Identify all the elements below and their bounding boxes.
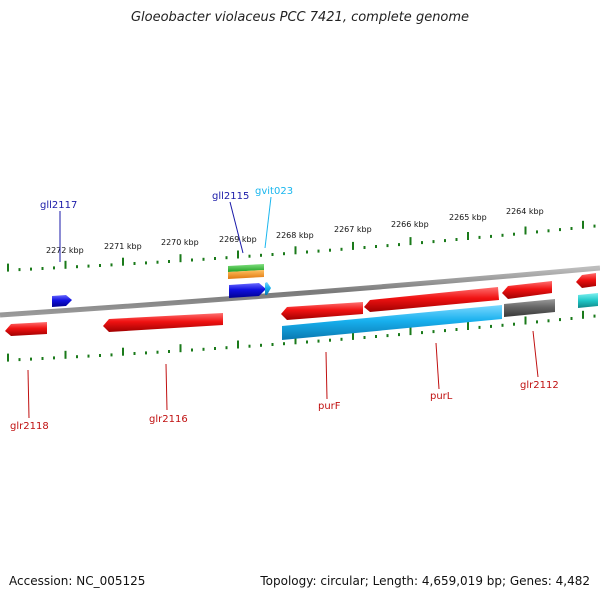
gene-gvit023[interactable]	[265, 282, 271, 295]
gene-purF-region[interactable]	[281, 302, 363, 320]
topology-text: Topology: circular; Length: 4,659,019 bp…	[260, 574, 590, 588]
tick-label-2270: 2270 kbp	[161, 238, 199, 247]
connector-purL	[435, 342, 440, 390]
reverse-strand-genes	[5, 273, 598, 340]
gene-glr2116[interactable]	[103, 313, 223, 332]
connector-gll2115	[229, 201, 244, 254]
label-glr2118: glr2118	[10, 421, 49, 432]
accession-text: Accession: NC_005125	[9, 574, 146, 588]
gene-glr2118[interactable]	[5, 322, 47, 336]
tick-label-2266: 2266 kbp	[391, 220, 429, 229]
gene-glr2113[interactable]	[502, 281, 552, 299]
gene-rna-orange[interactable]	[228, 270, 264, 279]
tick-label-2267: 2267 kbp	[334, 225, 372, 234]
gene-glr2112[interactable]	[504, 299, 555, 317]
gene-teal-edge[interactable]	[578, 293, 598, 308]
connector-glr2116	[165, 363, 168, 411]
gene-edge-right[interactable]	[576, 273, 596, 288]
label-glr2116: glr2116	[149, 414, 188, 425]
genome-backbone	[0, 265, 600, 318]
genome-title: Gloeobacter violaceus PCC 7421, complete…	[130, 10, 470, 25]
label-purF: purF	[318, 401, 341, 412]
outer-tick-scale	[7, 220, 596, 272]
connector-glr2112	[532, 330, 539, 378]
forward-strand-genes	[52, 264, 271, 307]
gene-rna-green[interactable]	[228, 264, 264, 272]
tick-label-2268: 2268 kbp	[276, 231, 314, 240]
gene-purF[interactable]	[282, 305, 502, 340]
tick-label-2265: 2265 kbp	[449, 213, 487, 222]
label-connectors	[27, 196, 539, 419]
connector-gvit023	[264, 196, 272, 249]
gene-gll2117[interactable]	[52, 295, 72, 307]
tick-label-2272: 2272 kbp	[46, 246, 84, 255]
label-gll2115: gll2115	[212, 191, 249, 202]
gene-labels: gll2117 gll2115 gvit023 glr2118 glr2116 …	[10, 186, 559, 432]
connector-glr2118	[27, 369, 30, 419]
tick-labels: 2272 kbp 2271 kbp 2270 kbp 2269 kbp 2268…	[46, 207, 544, 255]
gene-gll2115[interactable]	[229, 283, 266, 298]
tick-label-2264: 2264 kbp	[506, 207, 544, 216]
label-gll2117: gll2117	[40, 200, 77, 211]
label-gvit023: gvit023	[255, 186, 293, 197]
label-glr2112: glr2112	[520, 380, 559, 391]
connector-purF	[325, 351, 328, 400]
tick-label-2269: 2269 kbp	[219, 235, 257, 244]
label-purL: purL	[430, 391, 453, 402]
gene-purL[interactable]	[364, 287, 499, 312]
tick-label-2271: 2271 kbp	[104, 242, 142, 251]
inner-tick-scale	[7, 310, 596, 362]
